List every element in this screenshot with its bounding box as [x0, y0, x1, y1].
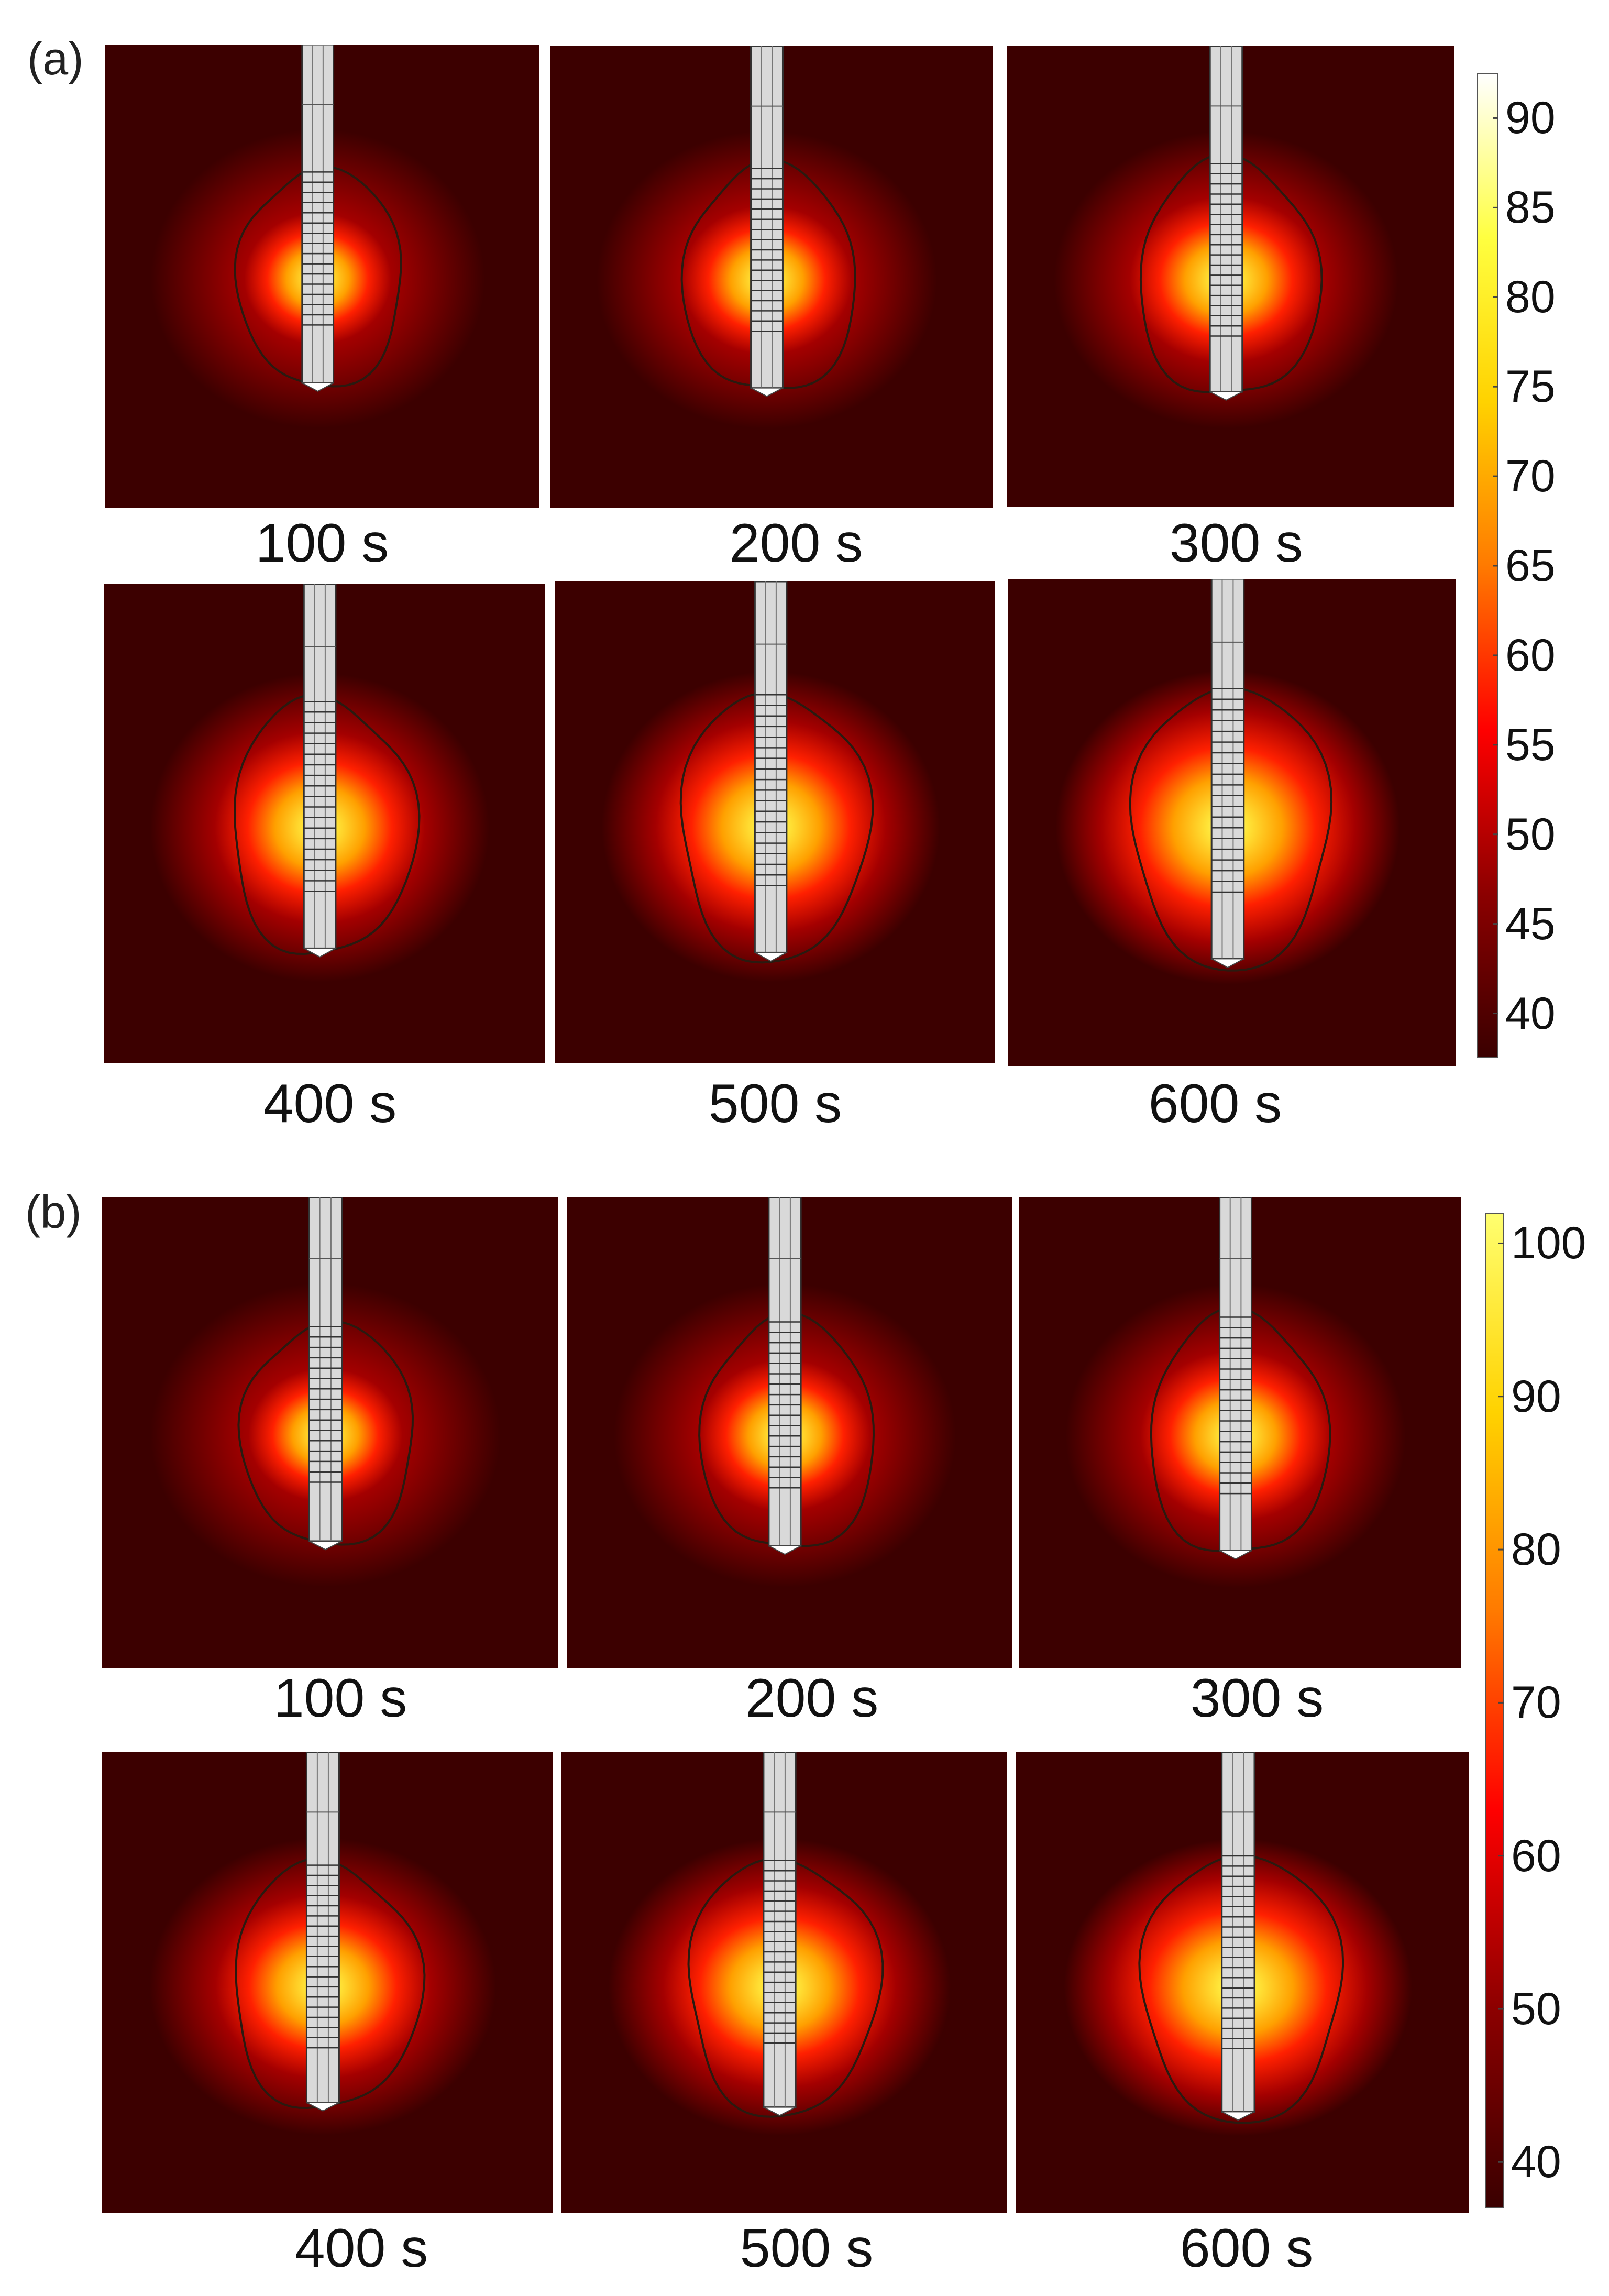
- panel-b-colorbar-tick-label: 70: [1511, 1677, 1561, 1728]
- panel-b-time-600s: 600 s: [1180, 2218, 1314, 2279]
- panel-b-map-100s: [102, 1197, 558, 1668]
- temperature-map: [550, 46, 993, 508]
- panel-a-colorbar-tick-label: 90: [1505, 93, 1556, 144]
- probe: [1210, 579, 1245, 969]
- panel-b-colorbar-tick-label: 50: [1511, 1984, 1561, 2034]
- panel-b-map-200s: [567, 1197, 1012, 1668]
- panel-a-map-600s: [1008, 579, 1456, 1066]
- panel-b-colorbar-tick-label: 60: [1511, 1830, 1561, 1881]
- panel-a-colorbar-tick-label: 50: [1505, 809, 1556, 860]
- temperature-map: [1008, 579, 1456, 1066]
- panel-a-colorbar-tick-label: 75: [1505, 361, 1556, 412]
- ablation-zone-contour: [1138, 1854, 1344, 2124]
- panel-a-colorbar-tick-label: 80: [1505, 272, 1556, 323]
- probe: [303, 584, 337, 958]
- temperature-map: [102, 1197, 558, 1668]
- panel-b-label: (b): [25, 1186, 82, 1238]
- panel-a-colorbar: [1477, 73, 1498, 1058]
- probe: [1219, 1197, 1252, 1560]
- panel-a-time-300s: 300 s: [1169, 513, 1303, 574]
- probe: [308, 1197, 343, 1551]
- temperature-map: [555, 581, 995, 1063]
- panel-b-colorbar-tick-label: 90: [1511, 1371, 1561, 1422]
- panel-b-map-600s: [1016, 1752, 1469, 2213]
- panel-a-colorbar-tick-label: 45: [1505, 898, 1556, 949]
- panel-a-map-400s: [104, 584, 545, 1063]
- panel-a-map-200s: [550, 46, 993, 508]
- panel-a-time-100s: 100 s: [255, 513, 389, 574]
- panel-a-colorbar-tick-label: 55: [1505, 719, 1556, 770]
- temperature-map: [561, 1752, 1007, 2213]
- probe: [301, 45, 335, 392]
- temperature-map: [105, 45, 539, 508]
- panel-b-time-100s: 100 s: [273, 1668, 407, 1729]
- panel-b-time-300s: 300 s: [1190, 1668, 1324, 1729]
- panel-b-colorbar-gradient: [1485, 1213, 1504, 2208]
- panel-a-colorbar-tick-label: 40: [1505, 988, 1556, 1039]
- panel-a-colorbar-tick-label: 85: [1505, 182, 1556, 233]
- panel-a-map-100s: [105, 45, 539, 508]
- panel-a-colorbar-tick-label: 60: [1505, 630, 1556, 680]
- ablation-zone-contour: [1129, 687, 1333, 972]
- panel-b-map-500s: [561, 1752, 1007, 2213]
- probe: [768, 1197, 802, 1555]
- probe: [754, 581, 788, 962]
- panel-b-time-200s: 200 s: [745, 1668, 879, 1729]
- panel-b-colorbar-tick-label: 100: [1511, 1218, 1586, 1269]
- temperature-map: [102, 1752, 553, 2213]
- temperature-map: [1019, 1197, 1461, 1668]
- panel-b-colorbar-tick-label: 80: [1511, 1524, 1561, 1575]
- panel-a-time-400s: 400 s: [263, 1073, 397, 1134]
- ablation-zone-contour: [679, 691, 874, 964]
- temperature-map: [104, 584, 545, 1063]
- probe: [305, 1752, 340, 2112]
- panel-a-colorbar-tick-label: 65: [1505, 541, 1556, 591]
- panel-b-map-400s: [102, 1752, 553, 2213]
- probe: [1221, 1752, 1255, 2121]
- ablation-zone-contour: [687, 1858, 884, 2118]
- probe: [1209, 46, 1243, 401]
- panel-a-map-500s: [555, 581, 995, 1063]
- temperature-map: [567, 1197, 1012, 1668]
- panel-a-map-300s: [1007, 46, 1454, 507]
- panel-b-time-500s: 500 s: [740, 2218, 874, 2279]
- panel-a-colorbar-tick-label: 70: [1505, 451, 1556, 502]
- panel-b-time-400s: 400 s: [294, 2218, 428, 2279]
- temperature-map: [1016, 1752, 1469, 2213]
- panel-a-colorbar-gradient: [1477, 73, 1498, 1058]
- panel-a-time-600s: 600 s: [1148, 1073, 1282, 1134]
- temperature-map: [1007, 46, 1454, 507]
- probe: [750, 46, 784, 397]
- panel-a-time-200s: 200 s: [729, 513, 863, 574]
- panel-b-colorbar: [1485, 1213, 1504, 2208]
- panel-a-time-500s: 500 s: [708, 1073, 842, 1134]
- probe: [763, 1752, 797, 2116]
- panel-a-label: (a): [27, 32, 84, 84]
- panel-b-colorbar-tick-label: 40: [1511, 2137, 1561, 2188]
- panel-b-map-300s: [1019, 1197, 1461, 1668]
